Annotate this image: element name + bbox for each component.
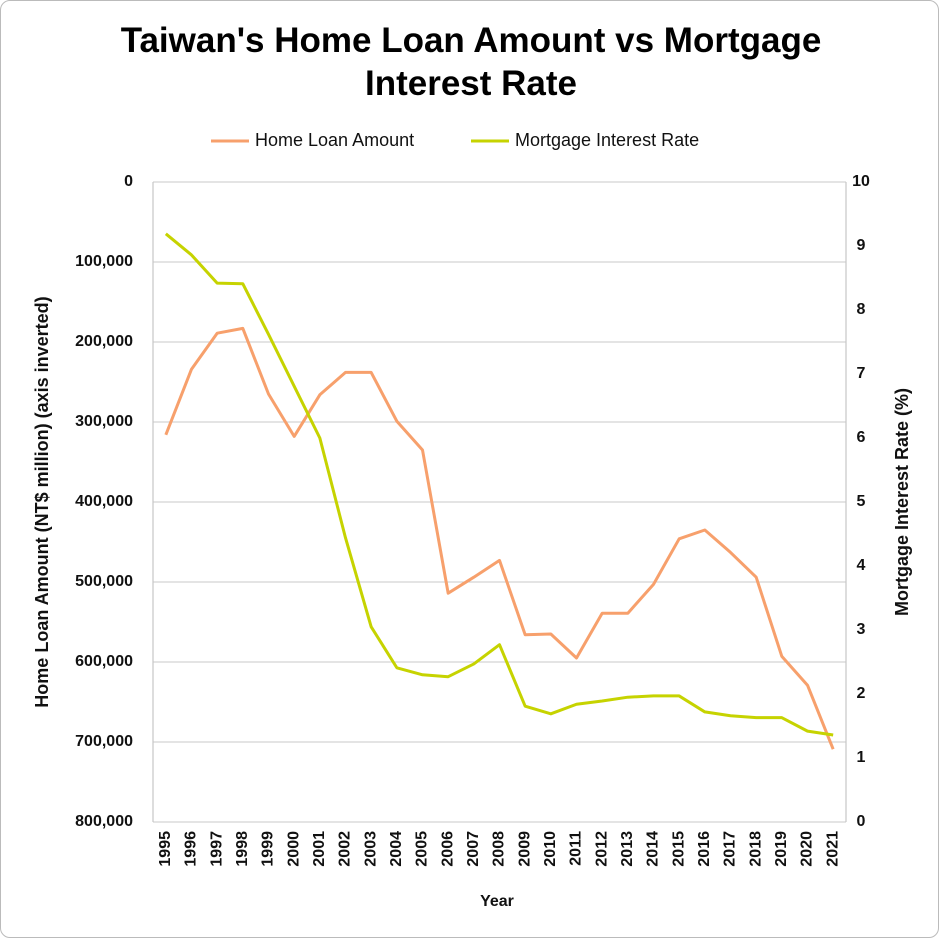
legend-label: Home Loan Amount: [255, 130, 414, 150]
y2-tick-label: 9: [857, 237, 866, 254]
x-tick-label: 2018: [747, 831, 764, 867]
x-tick-label: 2011: [568, 831, 585, 866]
x-tick-label: 2004: [388, 831, 405, 867]
x-tick-label: 2012: [593, 831, 610, 867]
x-tick-label: 1999: [260, 831, 277, 867]
x-tick-label: 2000: [285, 831, 302, 867]
y-tick-label: 700,000: [75, 733, 133, 750]
x-tick-label: 2008: [491, 831, 508, 867]
chart-title: Taiwan's Home Loan Amount vs Mortgage In…: [120, 21, 822, 103]
x-tick-label: 2021: [824, 831, 841, 867]
x-tick-label: 2013: [619, 831, 636, 867]
x-tick-label: 1996: [183, 831, 200, 867]
y2-tick-label: 4: [857, 557, 866, 574]
x-tick-label: 2003: [362, 831, 379, 867]
y-tick-label: 800,000: [75, 813, 133, 830]
y2-tick-label: 0: [857, 813, 866, 830]
y2-tick-label: 7: [857, 365, 866, 382]
x-tick-label: 2017: [722, 831, 739, 867]
series-line: [164, 232, 834, 737]
y-tick-label: 200,000: [75, 333, 133, 350]
x-tick-label: 2002: [337, 831, 354, 867]
legend-label: Mortgage Interest Rate: [515, 130, 699, 150]
x-tick-label: 1997: [208, 831, 225, 867]
y-tick-label: 500,000: [75, 573, 133, 590]
x-tick-label: 2015: [670, 831, 687, 867]
x-tick-label: 2005: [414, 831, 431, 867]
y2-tick-label: 10: [852, 173, 870, 190]
x-tick-label: 2019: [773, 831, 790, 867]
x-tick-label: 2016: [696, 831, 713, 867]
y-tick-label: 300,000: [75, 413, 133, 430]
y-axis-label: Home Loan Amount (NT$ million) (axis inv…: [32, 296, 52, 707]
y2-tick-label: 8: [857, 301, 866, 318]
x-tick-label: 1998: [234, 831, 251, 867]
y-tick-label: 100,000: [75, 253, 133, 270]
y2-tick-label: 5: [857, 493, 866, 510]
y2-tick-label: 2: [857, 685, 866, 702]
x-tick-label: 2001: [311, 831, 328, 867]
x-tick-label: 2020: [799, 831, 816, 867]
y-tick-label: 400,000: [75, 493, 133, 510]
x-tick-label: 2006: [439, 831, 456, 867]
x-tick-label: 2010: [542, 831, 559, 867]
y-tick-label: 600,000: [75, 653, 133, 670]
x-tick-label: 2009: [516, 831, 533, 867]
y2-axis-label: Mortgage Interest Rate (%): [892, 388, 912, 616]
x-tick-label: 2014: [645, 831, 662, 867]
x-axis-label: Year: [480, 893, 514, 910]
x-tick-label: 2007: [465, 831, 482, 867]
x-tick-label: 1995: [157, 831, 174, 867]
y2-tick-label: 6: [857, 429, 866, 446]
y2-tick-label: 1: [857, 749, 866, 766]
y-tick-label: 0: [124, 173, 133, 190]
y2-tick-label: 3: [857, 621, 866, 638]
series-line: [164, 326, 835, 750]
